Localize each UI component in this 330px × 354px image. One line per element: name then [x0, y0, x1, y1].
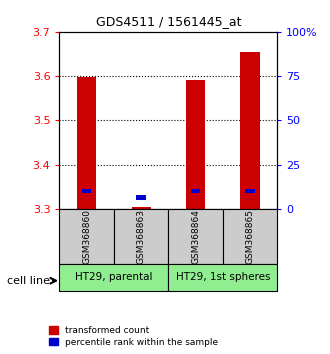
Bar	[59, 209, 114, 264]
Bar	[186, 80, 205, 209]
Bar	[191, 189, 200, 193]
Text: GSM368865: GSM368865	[246, 209, 254, 264]
Bar	[241, 52, 259, 209]
Bar	[168, 209, 223, 264]
Bar	[245, 189, 255, 193]
Text: GSM368860: GSM368860	[82, 209, 91, 264]
Legend: transformed count, percentile rank within the sample: transformed count, percentile rank withi…	[48, 324, 220, 348]
Text: HT29, parental: HT29, parental	[75, 272, 152, 282]
Bar	[132, 207, 150, 209]
Text: GSM368863: GSM368863	[137, 209, 146, 264]
Text: GSM368864: GSM368864	[191, 209, 200, 264]
Bar	[82, 189, 91, 193]
Text: HT29, 1st spheres: HT29, 1st spheres	[176, 272, 270, 282]
Text: cell line: cell line	[7, 276, 50, 286]
Bar	[114, 209, 168, 264]
Bar	[77, 77, 96, 209]
Title: GDS4511 / 1561445_at: GDS4511 / 1561445_at	[96, 15, 241, 28]
Bar	[223, 209, 277, 264]
Bar	[168, 264, 277, 291]
Bar	[59, 264, 168, 291]
Bar	[136, 195, 146, 200]
